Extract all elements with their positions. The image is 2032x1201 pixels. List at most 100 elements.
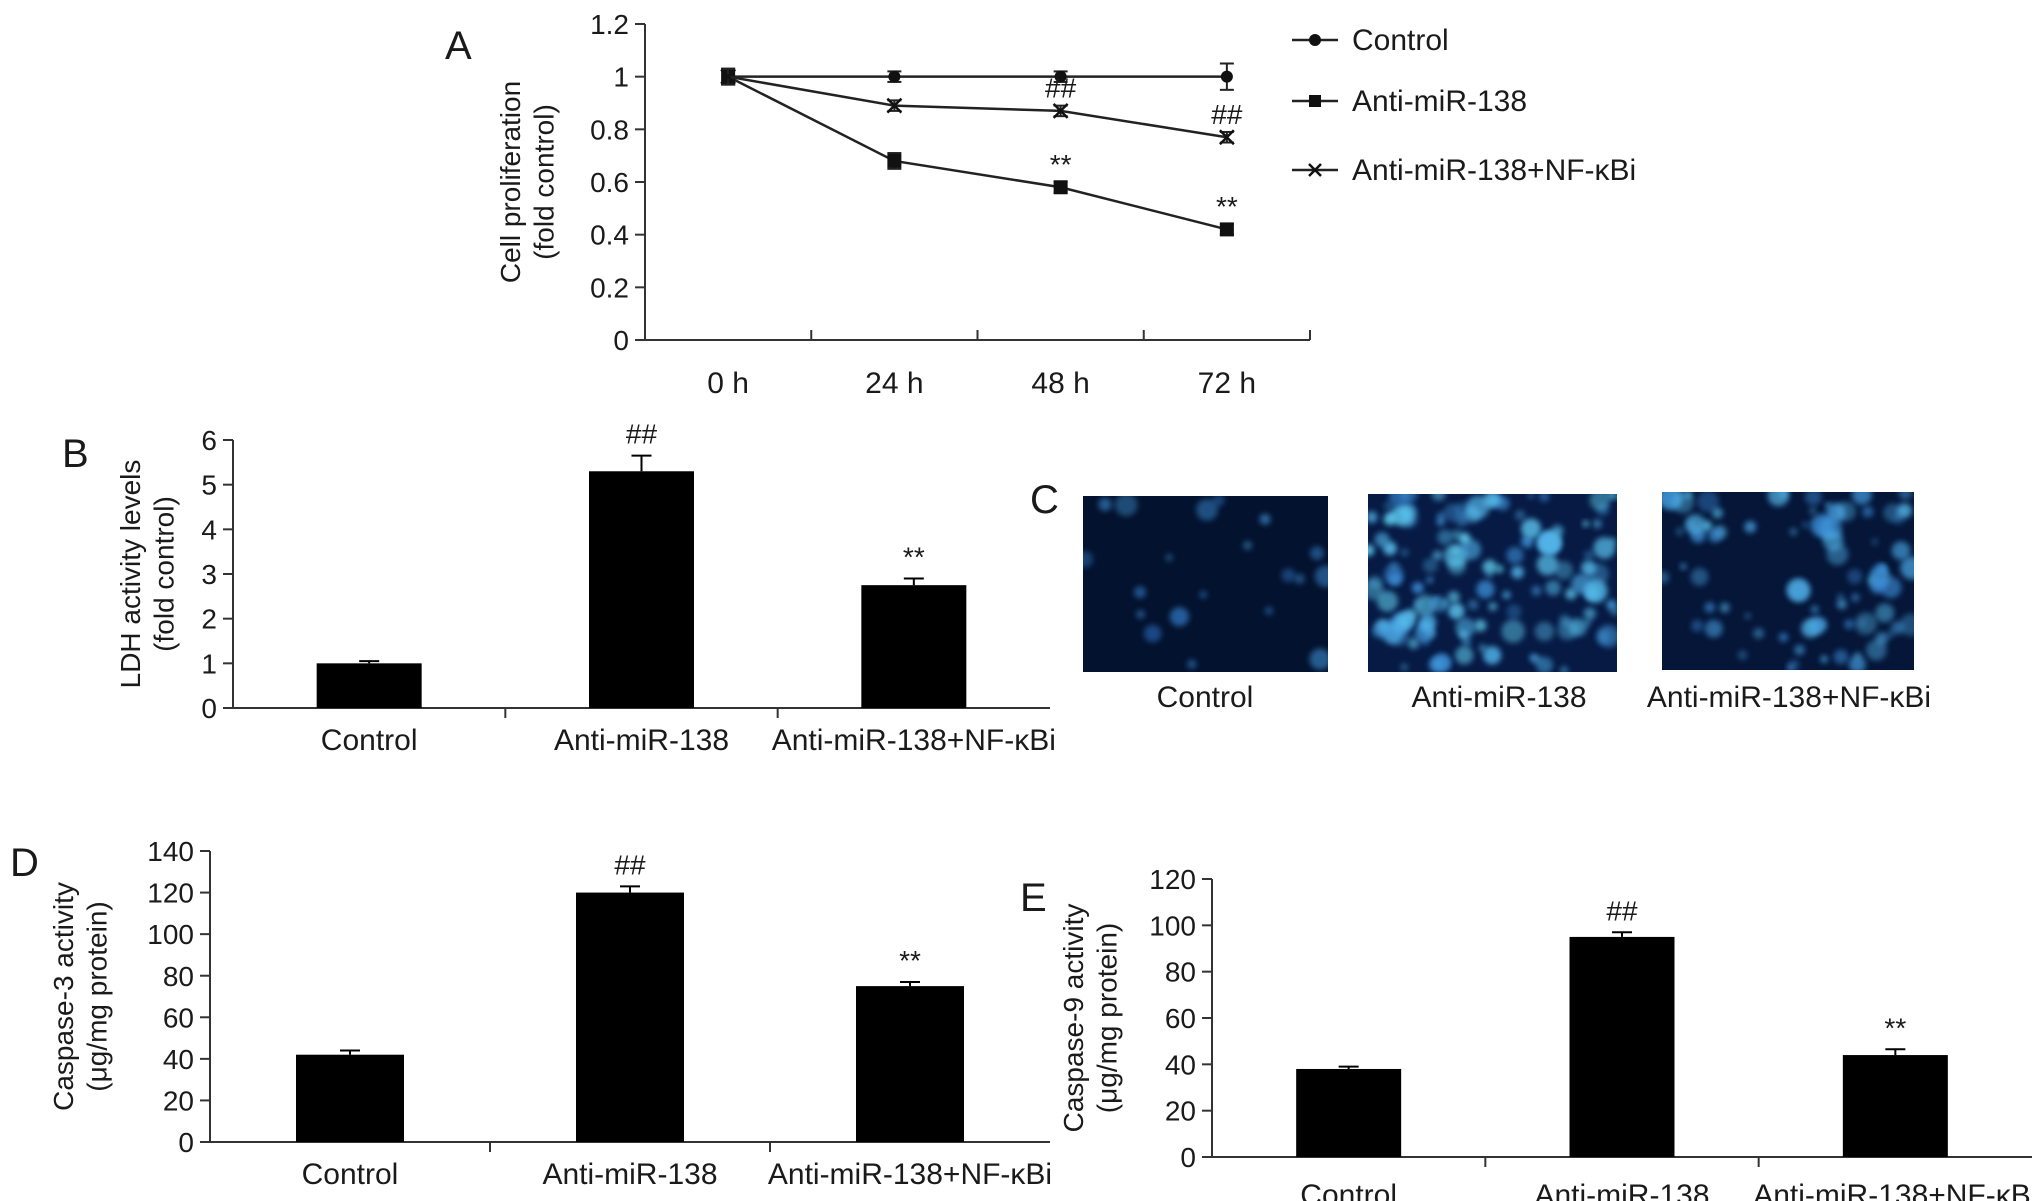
panelB-category-label: Control — [321, 724, 418, 757]
fluorescent-cell — [1422, 557, 1438, 574]
panelA-significance-mark: ## — [1211, 99, 1243, 130]
fluorescent-cell — [1281, 568, 1296, 583]
panel-label-b: B — [62, 432, 89, 476]
panelD-significance-mark: ** — [899, 945, 921, 976]
fluorescent-cell — [1083, 551, 1093, 568]
fluorescent-cell — [1407, 637, 1420, 650]
fluorescent-cell — [1447, 591, 1460, 604]
fluorescent-cell — [1134, 586, 1146, 599]
fluorescent-cell — [1294, 573, 1305, 584]
panelD-y-axis-label: Caspase-3 activity(μg/mg protein) — [48, 882, 113, 1111]
panelD-category-label: Anti-miR-138 — [542, 1158, 717, 1191]
fluorescent-cell — [1419, 613, 1437, 632]
panelB-y-tick-label: 2 — [201, 604, 217, 635]
panelD-y-axis-label-line: (μg/mg protein) — [82, 901, 113, 1091]
panelA-y-tick-label: 1.2 — [590, 9, 629, 40]
fluorescent-cell — [1690, 567, 1709, 586]
panelB-y-axis-label: LDH activity levels(fold control) — [115, 460, 180, 689]
panelE-y-axis-label-line: (μg/mg protein) — [1092, 923, 1123, 1113]
fluorescent-cell — [1368, 575, 1383, 590]
panelD-y-tick-label: 0 — [178, 1127, 194, 1158]
fluorescent-cell — [1870, 578, 1886, 594]
panelE-y-tick-label: 120 — [1149, 864, 1196, 895]
fluorescent-cell — [1506, 546, 1524, 565]
panel-label-a: A — [445, 24, 472, 68]
panelA-y-axis-label: Cell proliferation(fold control) — [495, 81, 560, 283]
panelE-significance-mark: ** — [1884, 1012, 1906, 1043]
panelB-category-label: Anti-miR-138+NF-κBi — [772, 724, 1056, 757]
fluorescent-cell — [1822, 530, 1844, 551]
panelE-bar — [1569, 936, 1675, 1157]
fluorescent-cell — [1571, 573, 1592, 595]
fluorescent-cell — [1862, 506, 1874, 518]
panel-d-bar-chart: 0 20 40 60 80 100 120 140 Caspase-3 activity(μg/… — [48, 836, 1052, 1191]
panelB-bar — [589, 471, 694, 708]
fluorescent-cell — [1554, 561, 1574, 580]
fluorescent-cell — [1859, 619, 1866, 627]
fluorescent-cell — [1560, 666, 1569, 672]
fluorescent-cell — [1482, 559, 1497, 575]
panelB-y-tick-label: 1 — [201, 648, 217, 679]
fluorescent-cell — [1704, 619, 1723, 638]
fluorescent-cell — [1788, 659, 1800, 670]
fluorescent-cell — [1866, 639, 1887, 661]
fluorescent-cell — [1582, 520, 1589, 527]
fluorescent-cell — [1675, 527, 1685, 536]
fluorescent-cell — [1880, 576, 1902, 599]
panel-a-legend: Control Anti-miR-138 Anti-miR-138+NF-κBi — [1292, 24, 1636, 187]
fluorescent-cell — [1314, 565, 1328, 588]
fluorescent-cell — [1264, 606, 1274, 616]
fluorescent-cell — [1427, 599, 1437, 609]
fluorescent-cell — [1833, 649, 1849, 665]
panelA-y-tick-label: 0.2 — [590, 272, 629, 303]
fluorescent-cell — [1454, 646, 1474, 665]
panelD-y-tick-label: 40 — [163, 1044, 194, 1075]
fluorescent-cell — [1531, 585, 1542, 596]
fluorescent-cell — [1414, 600, 1423, 609]
panelA-y-tick-label: 0.8 — [590, 114, 629, 145]
panelE-y-tick-label: 20 — [1165, 1096, 1196, 1127]
fluorescent-cell — [1400, 663, 1409, 671]
fluorescent-cell — [1259, 513, 1271, 525]
fluorescent-cell — [1464, 506, 1481, 523]
panelE-bar — [1842, 1055, 1948, 1157]
panel-b-bar-chart: 0 1 2 3 4 5 6 LDH activity levels(fold control)… — [115, 419, 1056, 757]
fluorescent-cell — [1165, 553, 1173, 562]
fluorescent-cell — [1712, 507, 1723, 519]
panelB-y-axis-label-line: LDH activity levels — [115, 460, 146, 689]
fluorescent-cell — [1820, 655, 1828, 663]
panelE-bar — [1296, 1068, 1402, 1157]
legend-label-anti-mir-138: Anti-miR-138 — [1352, 85, 1527, 118]
panelA-point-square — [1219, 222, 1234, 237]
panelA-y-tick-label: 0 — [613, 325, 629, 356]
panelB-y-tick-label: 6 — [201, 425, 217, 456]
fluorescent-cell — [1432, 550, 1443, 561]
legend-marker-x-icon — [1308, 163, 1322, 177]
micrograph-control — [1083, 496, 1328, 672]
fluorescent-cell — [1851, 593, 1860, 602]
fluorescent-cell — [1426, 576, 1434, 584]
panelA-category-label: 72 h — [1198, 367, 1256, 400]
fluorescent-cell — [1787, 579, 1811, 602]
panelA-point-circle — [1054, 70, 1067, 83]
fluorescent-cell — [1597, 624, 1617, 648]
fluorescent-cell — [1374, 532, 1390, 548]
fluorescent-cell — [1212, 496, 1225, 507]
panelE-significance-mark: ## — [1606, 895, 1638, 926]
fluorescent-cell — [1685, 514, 1706, 535]
fluorescent-cell — [1899, 613, 1914, 637]
fluorescent-cell — [1098, 497, 1112, 512]
fluorescent-cell — [1443, 503, 1462, 522]
panelA-point-square — [1053, 180, 1068, 195]
panelD-y-tick-label: 80 — [163, 961, 194, 992]
fluorescent-cell — [1461, 637, 1472, 647]
panelA-category-label: 24 h — [865, 367, 923, 400]
fluorescent-cell — [1368, 511, 1378, 524]
panelA-point-x — [720, 68, 737, 85]
panelE-y-tick-label: 40 — [1165, 1049, 1196, 1080]
panelE-y-tick-label: 60 — [1165, 1003, 1196, 1034]
fluorescent-cell — [1691, 619, 1704, 632]
micrograph-caption-control: Control — [1157, 681, 1254, 714]
fluorescent-cell — [1428, 658, 1443, 672]
legend-label-control: Control — [1352, 24, 1449, 57]
